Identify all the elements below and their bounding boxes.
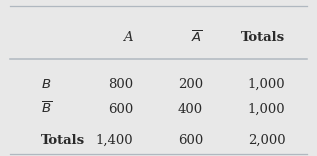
Text: 800: 800 [108,78,133,91]
Text: 200: 200 [178,78,203,91]
Text: Totals: Totals [41,134,85,147]
Text: 2,000: 2,000 [248,134,285,147]
Text: A: A [124,31,133,44]
Text: 1,000: 1,000 [248,78,285,91]
Text: $\overline{B}$: $\overline{B}$ [41,102,52,117]
Text: Totals: Totals [241,31,285,44]
Text: 600: 600 [178,134,203,147]
Text: 400: 400 [178,103,203,116]
Text: $B$: $B$ [41,78,51,91]
Text: 1,000: 1,000 [248,103,285,116]
Text: 600: 600 [108,103,133,116]
Text: $\overline{A}$: $\overline{A}$ [191,30,203,45]
Text: 1,400: 1,400 [95,134,133,147]
